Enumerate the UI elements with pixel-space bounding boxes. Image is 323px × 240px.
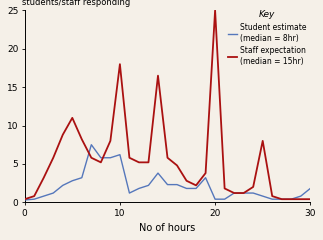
- X-axis label: No of hours: No of hours: [140, 223, 196, 233]
- Legend: Student estimate
(median = 8hr), Staff expectation
(median = 15hr): Student estimate (median = 8hr), Staff e…: [228, 10, 307, 66]
- Text: Percentage of
students/staff responding: Percentage of students/staff responding: [22, 0, 130, 7]
